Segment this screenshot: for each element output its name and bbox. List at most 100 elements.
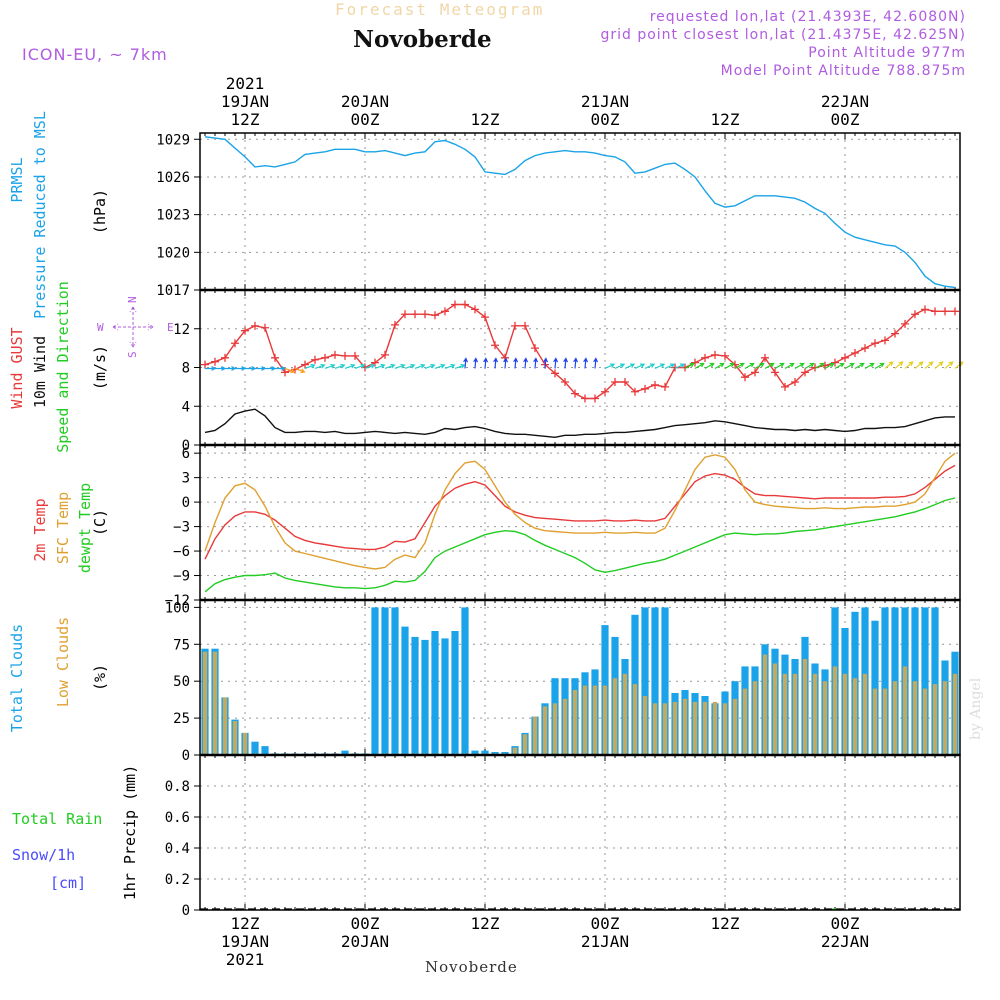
- series-line-wind-gust: [204, 303, 955, 400]
- gust-marker: [931, 307, 939, 316]
- gust-marker: [781, 382, 789, 391]
- y-tick-label: −9: [173, 569, 190, 585]
- bar-low-clouds: [812, 673, 818, 755]
- bar-low-clouds: [682, 698, 688, 755]
- wind-direction-arrow: [324, 363, 336, 370]
- wind-direction-arrow: [513, 357, 519, 369]
- bar-low-clouds: [882, 688, 888, 755]
- gust-marker: [761, 353, 769, 362]
- wind-direction-arrow: [294, 367, 306, 374]
- y-tick-label: 0: [182, 903, 190, 919]
- y-tick-label: 6: [182, 446, 190, 462]
- top-time-label: 12Z: [711, 110, 740, 129]
- bottom-time-label: 00Z: [351, 914, 380, 933]
- top-time-label: 12Z: [231, 110, 260, 129]
- panel-frame: [199, 444, 961, 601]
- gust-marker: [551, 369, 559, 378]
- gust-marker: [791, 378, 799, 387]
- bar-total-clouds: [431, 631, 439, 755]
- top-time-label: 12Z: [471, 110, 500, 129]
- bar-total-clouds: [381, 607, 389, 755]
- y-tick-label: 8: [182, 361, 190, 377]
- wind-direction-arrow: [774, 362, 785, 369]
- series-line-dewpt-temp: [204, 497, 956, 593]
- compass-north: N: [126, 296, 139, 303]
- bar-low-clouds: [672, 701, 678, 755]
- bar-low-clouds: [842, 673, 848, 755]
- bar-low-clouds: [552, 703, 558, 755]
- bar-low-clouds: [942, 681, 948, 755]
- bar-total-clouds: [641, 607, 649, 755]
- top-time-label: 19JAN: [221, 92, 269, 111]
- bottom-time-label: 19JAN: [221, 932, 269, 951]
- legend-2m-temp: 2m Temp: [31, 498, 49, 561]
- bar-low-clouds: [642, 696, 648, 755]
- bar-low-clouds: [632, 684, 638, 755]
- y-axis-label: (%): [91, 664, 109, 691]
- wind-direction-arrow: [694, 362, 705, 369]
- legend-wind-gust: Wind GUST: [8, 327, 26, 408]
- panel-1: 0 4 8 12 (m/s): [91, 289, 964, 454]
- wind-direction-arrow: [824, 362, 835, 369]
- bar-low-clouds: [202, 651, 208, 755]
- bar-low-clouds: [802, 659, 808, 755]
- gust-marker: [381, 350, 389, 359]
- series-line-10m-wind-speed: [204, 408, 955, 439]
- wind-direction-arrow: [894, 361, 904, 369]
- bar-total-clouds: [471, 750, 479, 755]
- bar-low-clouds: [772, 663, 778, 755]
- wind-direction-arrow: [483, 357, 489, 369]
- legend-10m-wind: 10m Wind: [31, 336, 49, 408]
- gust-marker: [271, 353, 279, 362]
- bar-low-clouds: [242, 732, 248, 755]
- gust-marker: [251, 321, 259, 330]
- y-tick-label: 50: [173, 674, 190, 690]
- bar-low-clouds: [872, 688, 878, 755]
- gust-marker: [301, 360, 309, 369]
- wind-direction-arrow: [493, 357, 499, 369]
- bar-total-clouds: [411, 636, 419, 755]
- bar-low-clouds: [212, 651, 218, 755]
- gust-marker: [371, 358, 379, 367]
- gust-marker: [441, 307, 449, 316]
- wind-direction-arrow: [583, 357, 589, 369]
- gust-marker: [331, 350, 339, 359]
- bar-total-clouds: [931, 607, 939, 755]
- bar-total-clouds: [251, 741, 259, 755]
- y-tick-label: 0.4: [165, 841, 190, 857]
- gust-marker: [281, 368, 289, 377]
- gust-marker: [491, 341, 499, 350]
- gust-marker: [951, 307, 959, 316]
- bar-total-clouds: [651, 607, 659, 755]
- wind-direction-arrow: [334, 363, 346, 370]
- bar-total-clouds: [871, 620, 879, 755]
- wind-direction-arrow: [704, 362, 715, 369]
- legend-total-rain: Total Rain: [12, 810, 102, 828]
- bar-low-clouds: [532, 716, 538, 755]
- bottom-time-label: 22JAN: [821, 932, 869, 951]
- gust-marker: [691, 358, 699, 367]
- bar-low-clouds: [582, 685, 588, 755]
- panel-2: −12 −9 −6 −3 0 3 6 (C): [91, 444, 961, 609]
- point-altitude: Point Altitude 977m: [808, 45, 966, 61]
- gust-marker: [871, 339, 879, 348]
- y-tick-label: 0: [182, 495, 190, 511]
- bottom-time-label: 21JAN: [581, 932, 629, 951]
- legend-sfc-temp: SFC Temp: [54, 492, 72, 564]
- top-time-label: 2021: [226, 74, 265, 93]
- bar-low-clouds: [222, 697, 228, 755]
- gust-marker: [771, 368, 779, 377]
- gust-marker: [741, 373, 749, 382]
- gust-marker: [721, 351, 729, 360]
- gust-marker: [401, 310, 409, 319]
- y-tick-label: 25: [173, 711, 190, 727]
- bar-low-clouds: [922, 688, 928, 755]
- top-time-label: 20JAN: [341, 92, 389, 111]
- compass-west: W: [97, 321, 104, 334]
- y-tick-label: 100: [165, 600, 190, 616]
- wind-direction-arrow: [814, 362, 825, 369]
- wind-direction-arrow: [473, 357, 479, 369]
- y-tick-label: 1029: [156, 132, 190, 148]
- bar-low-clouds: [602, 685, 608, 755]
- bar-total-clouds: [481, 750, 489, 755]
